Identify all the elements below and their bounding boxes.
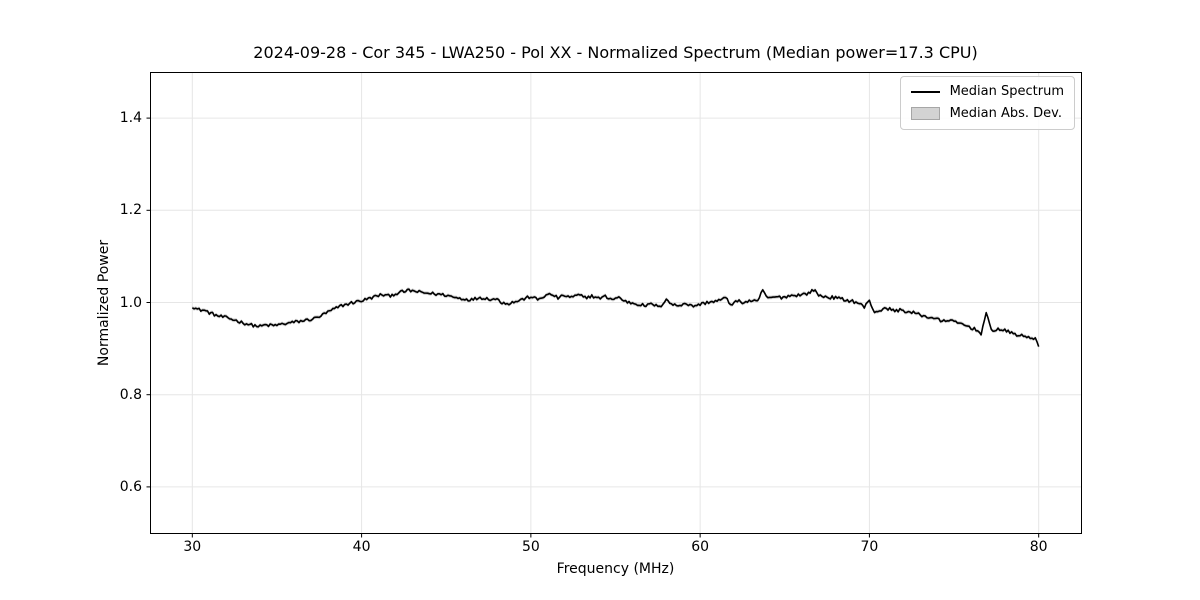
- legend-patch-swatch: [910, 107, 940, 120]
- y-axis-label: Normalized Power: [96, 239, 112, 367]
- y-tick-label: 1.2: [119, 202, 142, 219]
- y-tick-label: 1.0: [119, 294, 142, 311]
- y-tick-label: 0.8: [119, 386, 142, 403]
- x-tick-label: 40: [352, 539, 371, 555]
- legend-item-median-abs-dev: Median Abs. Dev.: [910, 106, 1064, 121]
- x-tick-label: 70: [860, 539, 879, 555]
- legend-item-median-spectrum: Median Spectrum: [910, 84, 1064, 99]
- x-tick-label: 30: [183, 539, 202, 555]
- x-tick-label: 50: [521, 539, 540, 555]
- y-tick-label: 1.4: [119, 110, 142, 127]
- y-tick-label: 0.6: [119, 478, 142, 495]
- legend-line-swatch: [910, 90, 940, 93]
- x-tick-label: 80: [1029, 539, 1048, 555]
- legend: Median Spectrum Median Abs. Dev.: [899, 76, 1075, 130]
- x-tick-label: 60: [691, 539, 710, 555]
- x-axis-label: Frequency (MHz): [556, 561, 675, 577]
- legend-label: Median Abs. Dev.: [949, 106, 1063, 121]
- mad-band: [192, 287, 1039, 349]
- legend-label: Median Spectrum: [949, 84, 1064, 99]
- figure-title: 2024-09-28 - Cor 345 - LWA250 - Pol XX -…: [253, 43, 978, 62]
- spectrum-line: [191, 288, 1040, 347]
